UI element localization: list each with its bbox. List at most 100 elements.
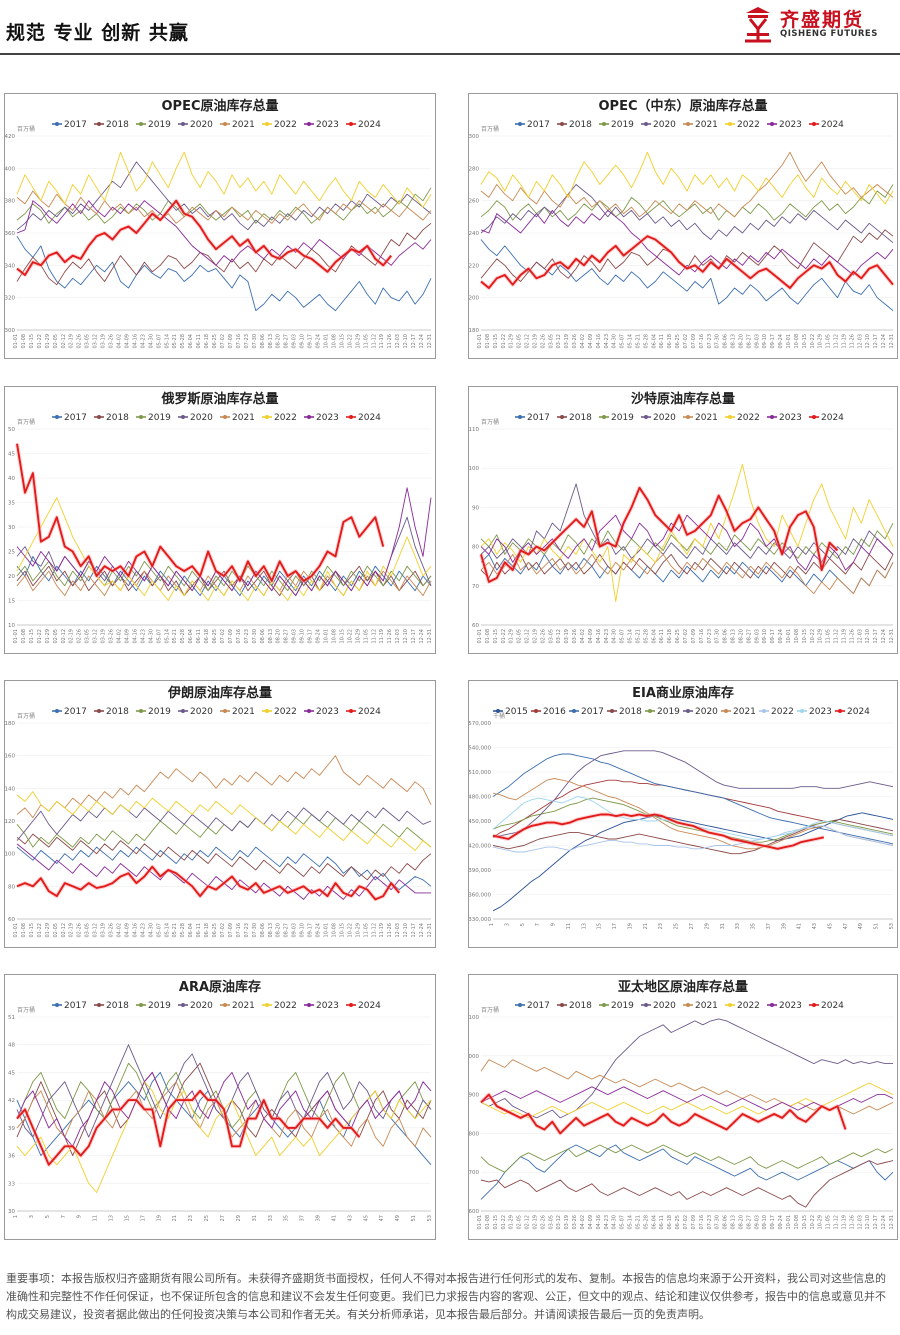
x-tick-label: 01-01 [477, 629, 483, 644]
x-tick-label: 03-26 [109, 923, 115, 938]
x-tick-label: 08-27 [284, 629, 290, 644]
chart-svg: 伊朗原油库存总量 2017 2018 2019 2020 2021 2022 2023 2024… [5, 685, 433, 938]
legend-marker-2024 [349, 122, 353, 126]
series-line-2023 [16, 1071, 432, 1147]
x-tick-label: 10-15 [802, 1215, 808, 1230]
y-tick-label: 15 [8, 599, 15, 605]
x-tick-label: 09-24 [316, 334, 322, 349]
x-tick-label: 01-08 [21, 334, 27, 349]
x-tick-label: 12-10 [865, 629, 871, 644]
x-tick-label: 09-24 [778, 334, 784, 349]
x-tick-label: 01-01 [477, 1215, 483, 1230]
x-tick-label: 25 [674, 923, 680, 929]
x-tick-label: 04-09 [588, 334, 594, 349]
series-line-2021 [480, 151, 894, 218]
x-tick-label: 5 [520, 923, 526, 926]
series-line-2023 [480, 1086, 894, 1111]
x-tick-label: 03-05 [548, 334, 554, 349]
x-tick-label: 09-03 [754, 1215, 760, 1230]
x-tick-label: 03-12 [93, 629, 99, 644]
x-tick-label: 07-02 [683, 629, 689, 644]
x-tick-label: 07-16 [699, 334, 705, 349]
y-tick-label: 450,000 [469, 819, 491, 825]
series-line-2024 [16, 199, 392, 276]
legend-label-2017: 2017 [64, 1001, 87, 1011]
x-tick-label: 04-30 [612, 334, 618, 349]
y-tick-label: 42 [8, 1098, 15, 1104]
x-tick-label: 7 [61, 1215, 67, 1218]
x-tick-label: 10-29 [355, 629, 361, 644]
series-line-2022 [16, 497, 432, 601]
legend-label-2020: 2020 [190, 1001, 213, 1011]
x-tick-label: 09-03 [292, 923, 298, 938]
series-line-2020 [16, 804, 432, 841]
x-tick-label: 05-07 [620, 629, 626, 644]
x-tick-label: 11-19 [841, 334, 847, 349]
x-tick-label: 25 [204, 1215, 210, 1221]
x-tick-label: 12-03 [857, 629, 863, 644]
x-tick-label: 11-12 [371, 334, 377, 349]
x-tick-label: 08-27 [284, 334, 290, 349]
series-line-2020 [16, 516, 432, 597]
x-tick-label: 04-02 [117, 629, 123, 644]
y-tick-label: 1,600 [469, 1209, 479, 1215]
x-tick-label: 11-26 [849, 334, 855, 349]
legend-marker-2017 [518, 1003, 522, 1007]
legend-marker-2021 [724, 709, 728, 713]
logo-mark-icon [745, 7, 771, 43]
x-tick-label: 53 [889, 923, 895, 929]
x-tick-label: 10-29 [818, 629, 824, 644]
legend-marker-2018 [97, 709, 101, 713]
x-tick-label: 07-30 [715, 629, 721, 644]
y-tick-label: 100 [5, 852, 15, 858]
x-tick-label: 45 [363, 1215, 369, 1221]
x-tick-label: 27 [689, 923, 695, 929]
legend-marker-2017 [572, 709, 576, 713]
x-tick-label: 03-05 [85, 923, 91, 938]
x-tick-label: 05-28 [643, 334, 649, 349]
legend-marker-2018 [97, 415, 101, 419]
x-tick-label: 12-03 [857, 334, 863, 349]
legend-marker-2023 [307, 1003, 311, 1007]
x-tick-label: 31 [252, 1215, 258, 1221]
x-tick-label: 02-12 [525, 334, 531, 349]
x-tick-label: 9 [77, 1215, 83, 1218]
legend-marker-2022 [728, 122, 732, 126]
x-tick-label: 12-31 [889, 334, 895, 349]
x-tick-label: 06-04 [651, 334, 657, 349]
x-tick-label: 53 [427, 1215, 433, 1221]
legend-label-2018: 2018 [569, 413, 592, 423]
chart-svg: 亚太地区原油库存总量 2017 2018 2019 2020 2021 2022 2023 20… [469, 979, 895, 1230]
legend-label-2018: 2018 [106, 413, 129, 423]
chart-svg: 沙特原油库存总量 2017 2018 2019 2020 2021 2022 2023 2024… [469, 391, 895, 644]
x-tick-label: 08-13 [268, 923, 274, 938]
x-tick-label: 37 [300, 1215, 306, 1221]
x-tick-label: 07-23 [244, 334, 250, 349]
x-tick-label: 01-22 [501, 334, 507, 349]
series-line-2020 [492, 750, 894, 838]
y-tick-label: 70 [472, 584, 479, 590]
legend-marker-2020 [644, 1003, 648, 1007]
legend-marker-2018 [610, 709, 614, 713]
y-tick-label: 60 [8, 917, 15, 923]
series-line-2021 [16, 190, 432, 224]
x-tick-label: 07-09 [691, 629, 697, 644]
legend-label-2017: 2017 [64, 413, 87, 423]
x-tick-label: 21 [172, 1215, 178, 1221]
y-tick-label: 80 [8, 884, 15, 890]
series-line-2019 [480, 1144, 894, 1173]
legend-label-2024: 2024 [821, 413, 844, 423]
x-tick-label: 01-22 [501, 629, 507, 644]
x-tick-label: 06-11 [196, 629, 202, 644]
x-tick-label: 10-01 [786, 629, 792, 644]
x-tick-label: 02-19 [532, 334, 538, 349]
x-tick-label: 9 [551, 923, 557, 926]
x-tick-label: 06-18 [204, 629, 210, 644]
x-tick-label: 04-09 [124, 629, 130, 644]
legend-label-2016: 2016 [543, 707, 566, 717]
series-line-2016 [492, 779, 894, 838]
x-tick-label: 11 [566, 923, 572, 929]
x-tick-label: 01-15 [493, 1215, 499, 1230]
x-tick-label: 01-29 [45, 334, 51, 349]
chart-title: OPEC（中东）原油库存总量 [598, 98, 767, 114]
